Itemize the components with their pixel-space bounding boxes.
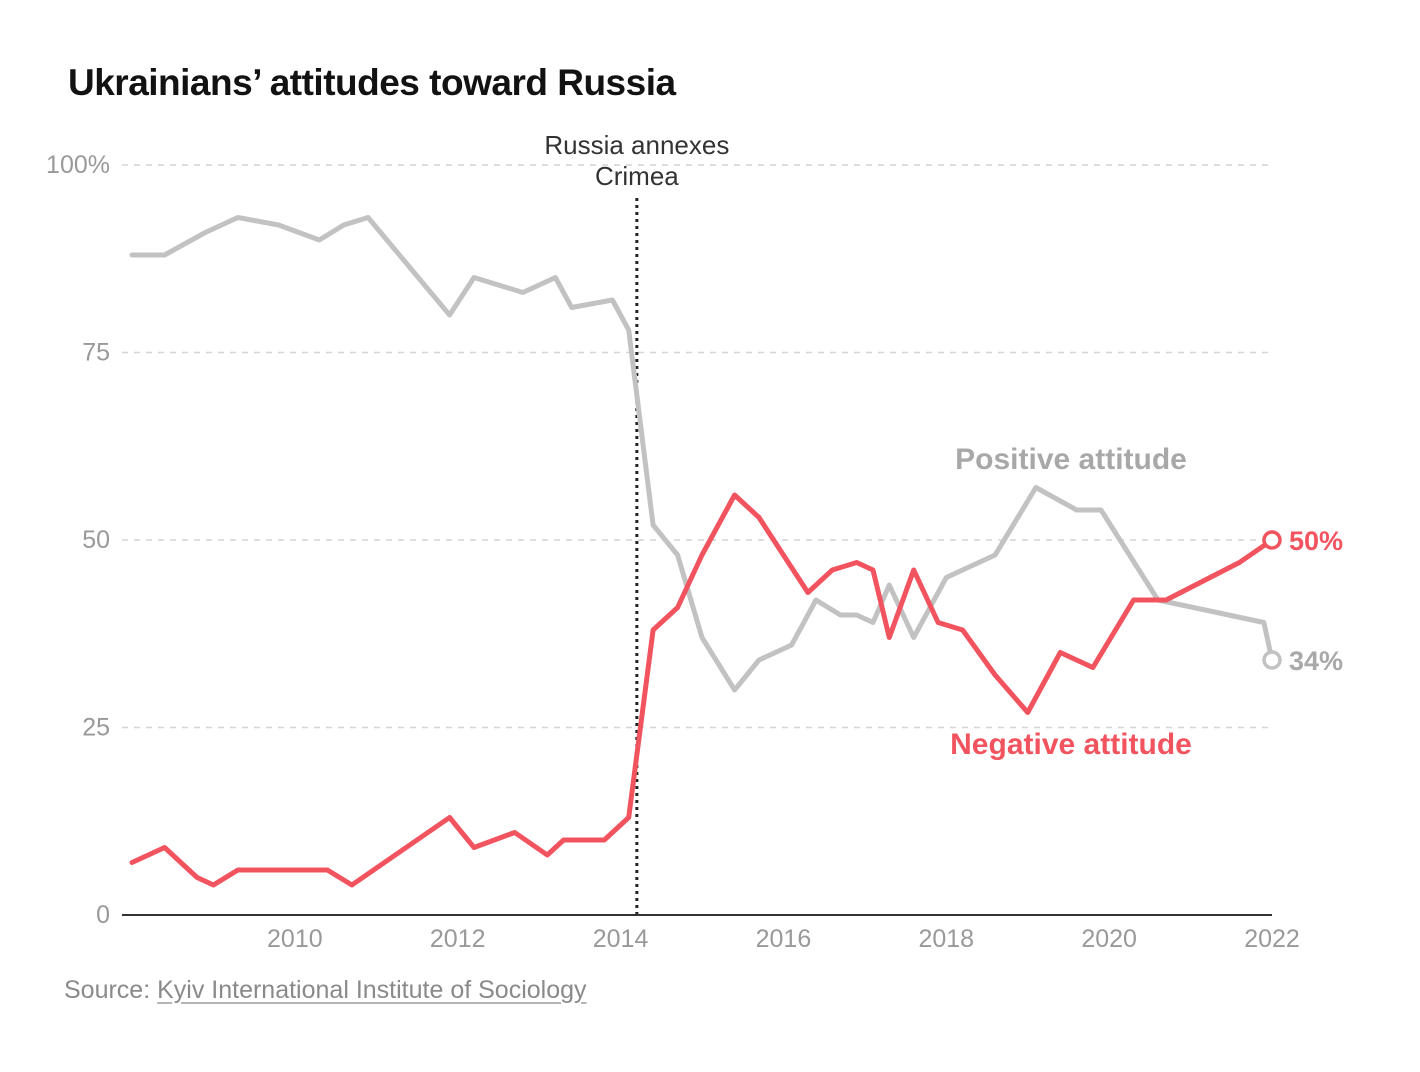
x-tick-label: 2018 — [918, 925, 974, 953]
end-value-label: 34% — [1289, 646, 1343, 676]
y-tick-label: 0 — [96, 901, 110, 929]
series-end-markers: 34% 50% — [1262, 526, 1343, 676]
x-tick-label: 2014 — [593, 925, 649, 953]
x-tick-label: 2012 — [430, 925, 486, 953]
x-axis-ticks: 2010 2012 2014 2016 2018 2020 2022 — [267, 925, 1300, 953]
x-tick-label: 2016 — [756, 925, 812, 953]
chart-title: Ukrainians’ attitudes toward Russia — [68, 62, 676, 103]
annotation-text: Russia annexes — [544, 130, 729, 160]
series-line-positive — [129, 215, 1275, 693]
y-tick-label: 50 — [82, 526, 110, 554]
x-tick-label: 2010 — [267, 925, 323, 953]
y-tick-label: 100% — [46, 151, 110, 179]
y-tick-label: 75 — [82, 339, 110, 367]
series-name-positive: Positive attitude — [955, 443, 1187, 476]
source-note: Source: Kyiv International Institute of … — [64, 976, 587, 1005]
x-tick-label: 2020 — [1081, 925, 1137, 953]
x-tick-label: 2022 — [1244, 925, 1300, 953]
source-prefix: Source: — [64, 976, 158, 1004]
y-tick-label: 25 — [82, 714, 110, 742]
series-lines: Positive attitude Negative attitude — [129, 215, 1275, 888]
end-marker-negative — [1262, 530, 1282, 550]
series-line-negative — [129, 492, 1275, 888]
end-marker-positive — [1262, 650, 1282, 670]
end-value-label: 50% — [1289, 526, 1343, 556]
y-axis-ticks: 0 25 50 75 100% — [46, 151, 110, 929]
annotation-text: Crimea — [595, 161, 679, 191]
source-link[interactable]: Kyiv International Institute of Sociolog… — [157, 976, 587, 1004]
series-name-negative: Negative attitude — [950, 728, 1192, 761]
